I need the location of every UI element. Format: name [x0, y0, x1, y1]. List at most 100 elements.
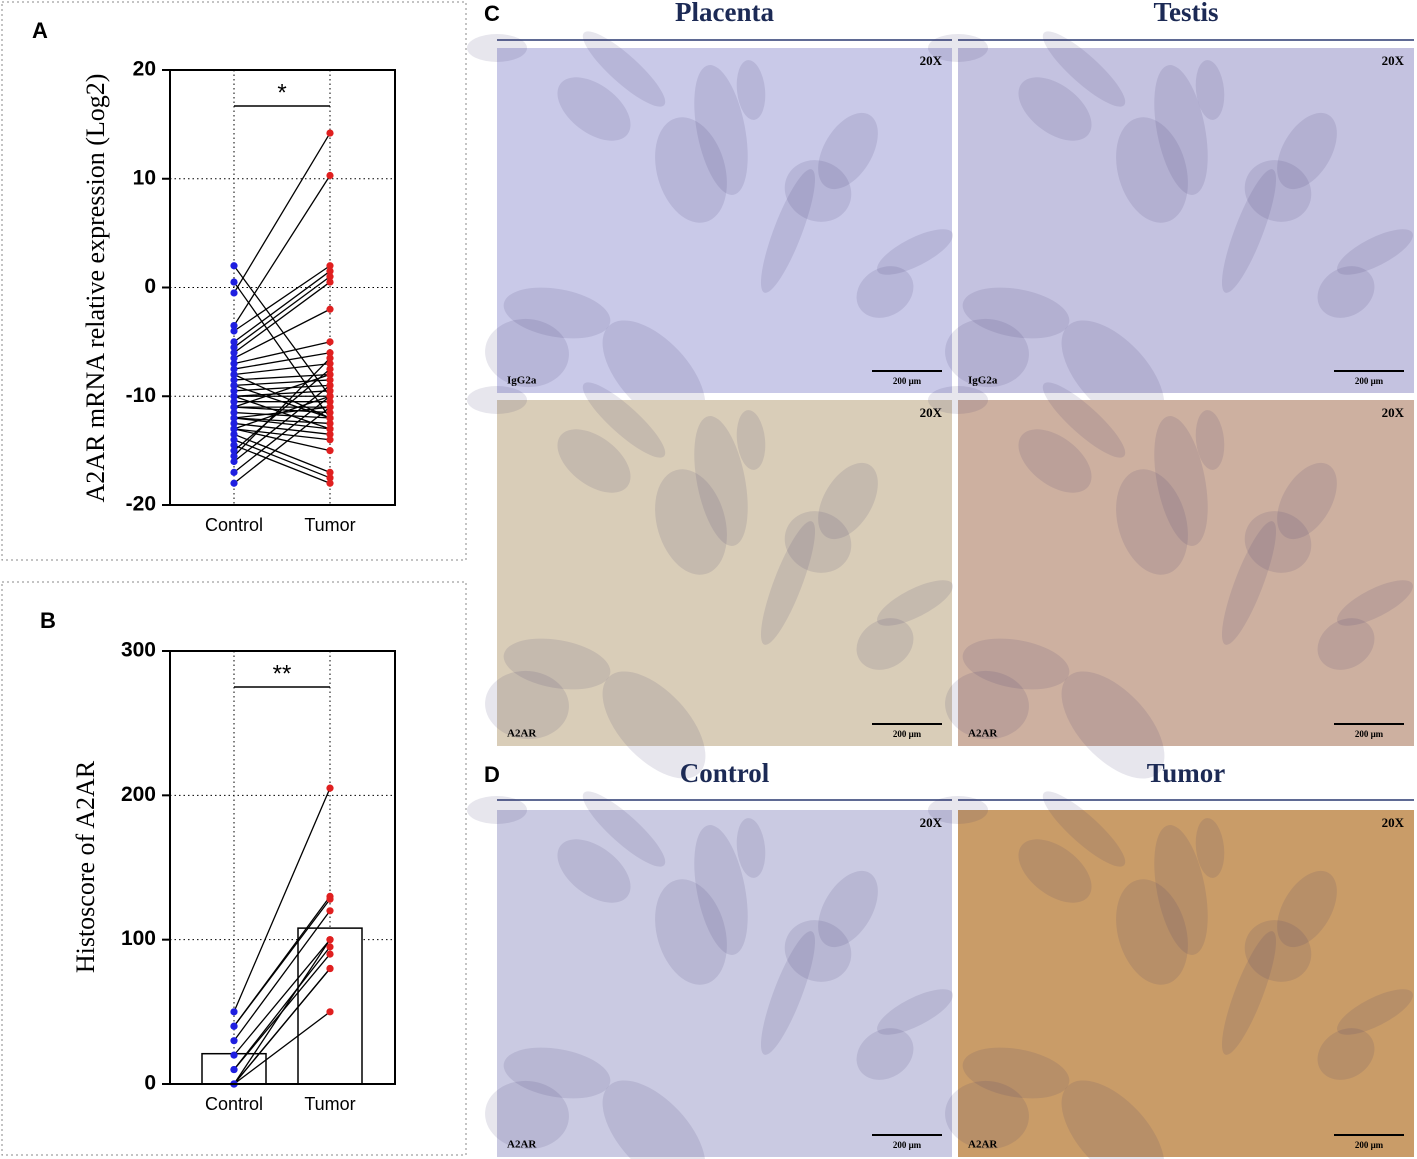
magnification: 20X: [920, 53, 943, 68]
point: [230, 403, 238, 411]
point: [230, 338, 238, 346]
point: [230, 408, 238, 417]
point: [326, 338, 334, 346]
tissue-texture: [485, 318, 569, 388]
tissue-texture: [602, 671, 706, 779]
pair-line: [233, 406, 331, 484]
x-tick-label: Control: [205, 515, 263, 535]
point: [326, 305, 334, 313]
magnification: 20X: [1382, 405, 1405, 420]
point: [326, 447, 334, 455]
tissue-texture: [503, 287, 611, 339]
tissue-texture: [856, 266, 914, 318]
panel-label: A: [32, 18, 48, 43]
tissue-texture: [1116, 879, 1188, 985]
tissue-texture: [1244, 920, 1312, 982]
magnification: 20X: [1382, 815, 1405, 830]
tissue-texture: [1337, 580, 1413, 626]
point: [230, 354, 238, 362]
point: [326, 408, 334, 417]
plot-frame: [169, 650, 396, 1085]
point: [326, 392, 334, 400]
point: [326, 129, 334, 137]
micrograph: [958, 810, 1414, 1157]
point: [230, 1037, 238, 1045]
point: [326, 964, 334, 973]
point: [230, 468, 238, 476]
column-title: Control: [680, 758, 770, 788]
x-tick-label: Control: [205, 1094, 263, 1114]
pair-line: [233, 341, 331, 365]
tissue-texture: [945, 318, 1029, 388]
stain-label: IgG2a: [507, 375, 537, 387]
tissue-texture: [818, 870, 878, 948]
column-title: Tumor: [1147, 758, 1226, 788]
point: [230, 387, 238, 395]
pair-line: [233, 132, 331, 294]
point: [326, 1008, 334, 1016]
pair-line: [233, 946, 331, 1070]
point: [326, 360, 334, 368]
pair-line: [233, 390, 331, 397]
point: [230, 447, 238, 455]
tissue-texture: [736, 410, 766, 470]
tissue-texture: [1018, 839, 1092, 903]
pair-line: [233, 898, 331, 1027]
tissue-texture: [655, 117, 727, 223]
tissue-texture: [856, 1028, 914, 1080]
tissue-texture: [856, 618, 914, 670]
pair-line: [233, 968, 331, 1085]
pair-line: [233, 362, 331, 376]
point: [230, 457, 238, 466]
panel-label: C: [484, 1, 500, 26]
tissue-texture: [1277, 870, 1337, 948]
pair-line: [233, 939, 331, 1085]
y-tick-label: 0: [144, 275, 156, 298]
point: [326, 943, 334, 951]
point: [326, 419, 334, 428]
point: [230, 479, 238, 487]
tissue-texture: [1221, 521, 1277, 645]
panel-border: [1, 581, 467, 1156]
pair-line: [233, 384, 331, 463]
point: [326, 387, 334, 395]
panel-label: D: [484, 762, 500, 787]
tissue-texture: [818, 112, 878, 190]
scale-bar-label: 200 μm: [1355, 729, 1384, 739]
tissue-texture: [784, 511, 852, 573]
point: [326, 262, 334, 270]
tissue-texture: [1337, 989, 1413, 1035]
x-tick-label: Tumor: [304, 1094, 355, 1114]
tissue-texture: [928, 386, 988, 414]
pair-line: [233, 175, 331, 326]
point: [326, 936, 334, 944]
y-tick-label: 10: [133, 166, 156, 189]
point: [326, 370, 334, 379]
tissue-texture: [877, 989, 953, 1035]
tissue-texture: [736, 818, 766, 878]
point: [326, 895, 334, 903]
tissue-texture: [1116, 117, 1188, 223]
tissue-texture: [1061, 671, 1165, 779]
point: [326, 425, 334, 433]
tissue-texture: [1116, 469, 1188, 575]
point: [326, 398, 334, 406]
point: [230, 360, 238, 368]
tissue-texture: [1154, 416, 1208, 546]
point: [326, 381, 334, 389]
point: [326, 365, 334, 373]
tissue-texture: [1042, 382, 1126, 458]
tissue-texture: [602, 1080, 706, 1159]
point: [326, 278, 334, 286]
tissue-texture: [877, 229, 953, 275]
tissue-texture: [1195, 818, 1225, 878]
magnification: 20X: [1382, 53, 1405, 68]
tissue-texture: [736, 60, 766, 120]
point: [326, 349, 334, 357]
pair-line: [233, 281, 331, 354]
point: [326, 907, 334, 915]
tissue-texture: [1277, 462, 1337, 540]
tissue-texture: [467, 34, 527, 62]
point: [326, 479, 334, 487]
